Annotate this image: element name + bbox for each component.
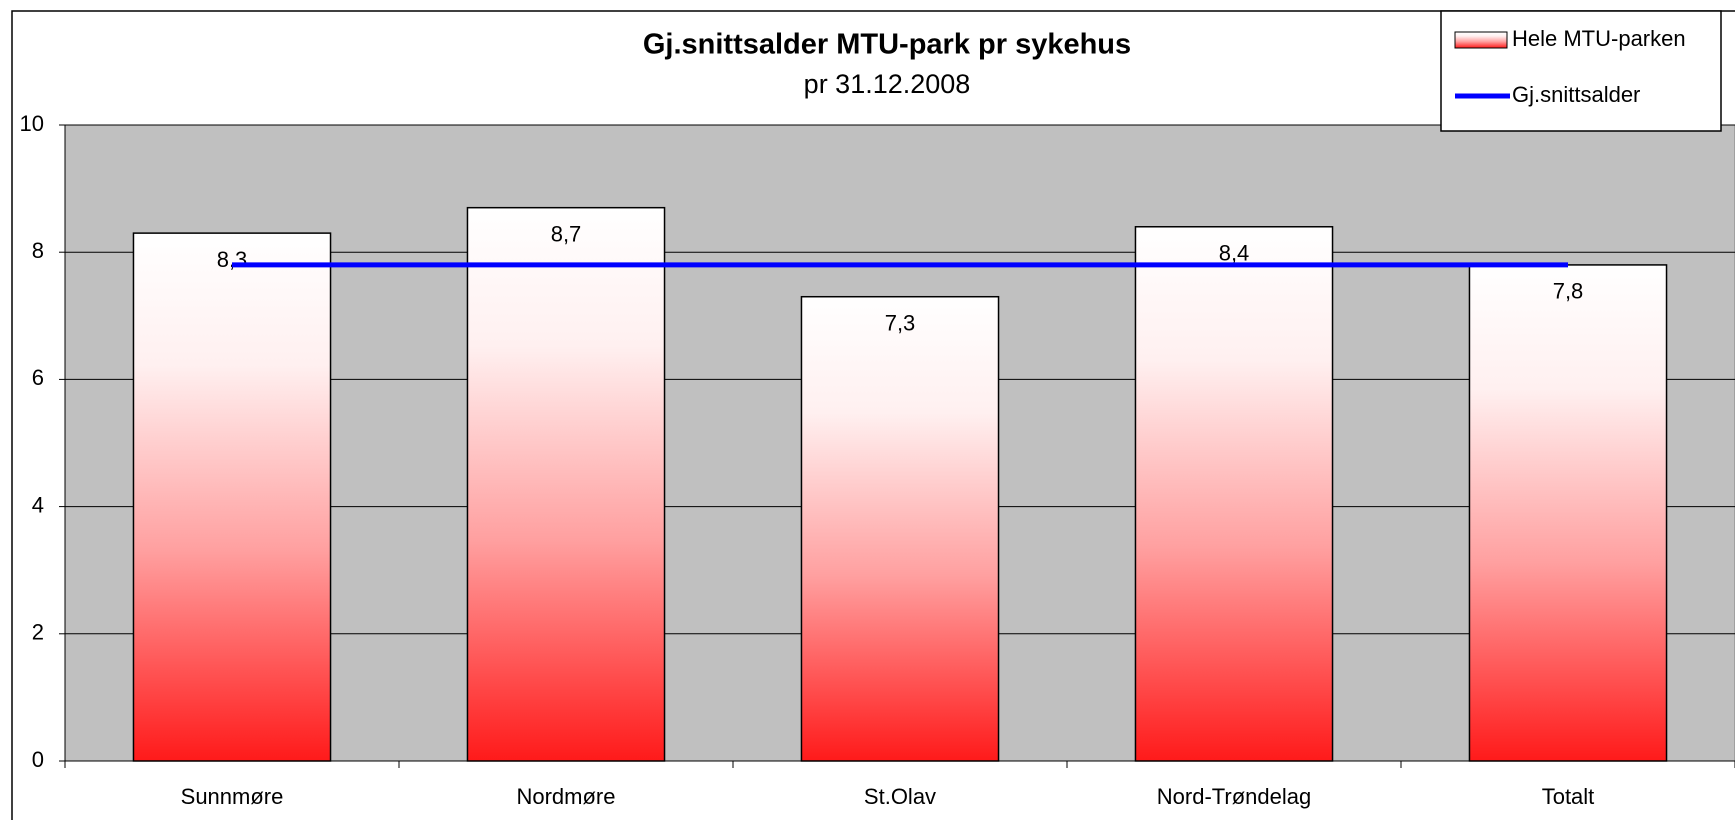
y-tick-label: 4	[32, 492, 44, 517]
bar	[132, 232, 332, 762]
y-tick-label: 8	[32, 238, 44, 263]
x-tick-label: Totalt	[1542, 784, 1595, 809]
x-tick-label: St.Olav	[864, 784, 936, 809]
x-tick-label: Nordmøre	[516, 784, 615, 809]
data-label: 8,7	[551, 221, 582, 246]
legend-swatch	[1454, 31, 1508, 49]
chart-title: Gj.snittsalder MTU-park pr sykehus	[643, 29, 1131, 61]
x-tick-label: Sunnmøre	[181, 784, 284, 809]
y-tick-label: 2	[32, 620, 44, 645]
chart-subtitle: pr 31.12.2008	[804, 69, 971, 99]
x-tick-label: Nord-Trøndelag	[1157, 784, 1311, 809]
bar	[466, 206, 666, 762]
data-label: 7,3	[885, 311, 916, 336]
bar	[1134, 226, 1334, 762]
y-tick-label: 0	[32, 747, 44, 772]
legend: Hele MTU-parken Gj.snittsalder	[1440, 10, 1722, 132]
legend-box	[1440, 10, 1722, 132]
data-label: 7,8	[1553, 279, 1584, 304]
legend-label: Hele MTU-parken	[1512, 26, 1686, 51]
bar	[1468, 264, 1668, 762]
legend-label: Gj.snittsalder	[1512, 82, 1640, 107]
bar	[800, 295, 1000, 762]
data-label: 8,3	[217, 247, 248, 272]
data-label: 8,4	[1219, 241, 1250, 266]
y-tick-label: 6	[32, 365, 44, 390]
y-tick-label: 10	[20, 111, 44, 136]
